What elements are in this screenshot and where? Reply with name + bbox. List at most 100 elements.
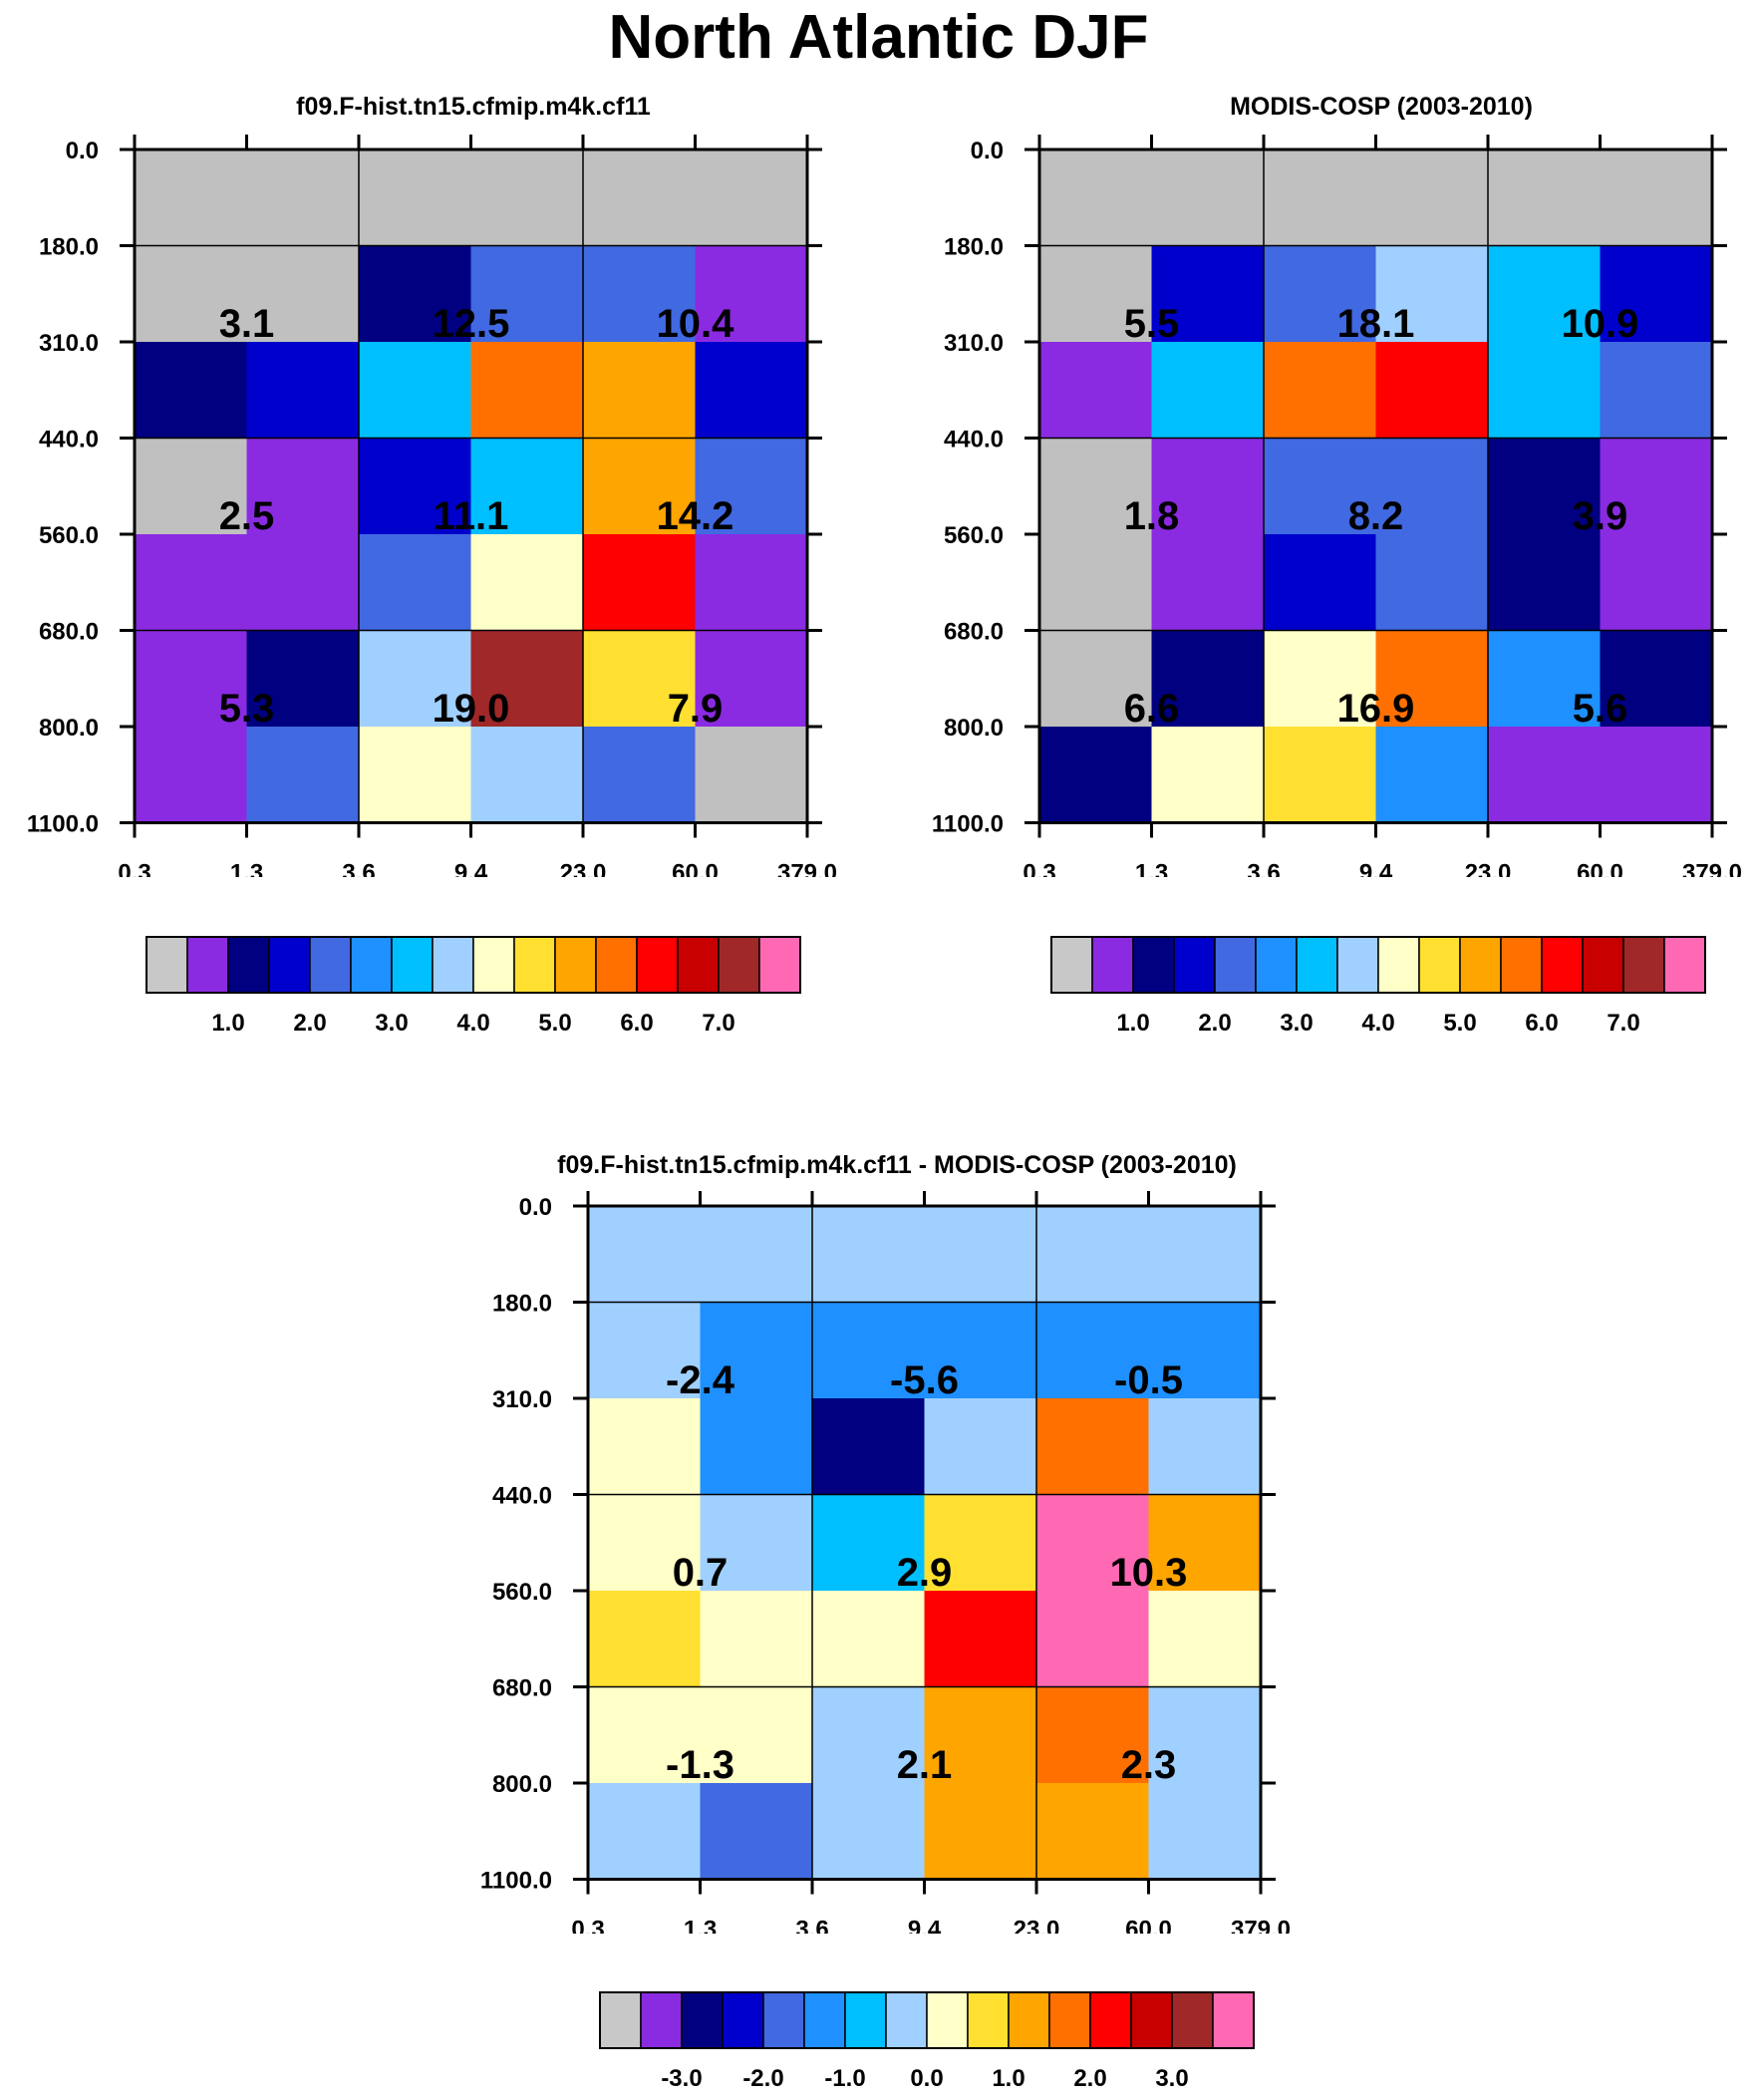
heatmap-cell	[1600, 630, 1713, 728]
heatmap-cell	[1036, 1494, 1149, 1592]
colorbar-label: -2.0	[742, 2065, 783, 2092]
heatmap-cell	[924, 1591, 1037, 1687]
y-tick-label: 0.0	[66, 138, 99, 164]
heatmap-cell	[695, 534, 808, 631]
heatmap-cell	[1036, 1398, 1149, 1495]
colorbar-label: 3.0	[375, 1010, 408, 1037]
colorbar-swatch	[1214, 936, 1257, 994]
heatmap-cell	[135, 438, 247, 535]
colorbar-swatch	[472, 936, 515, 994]
colorbar-swatch	[146, 936, 188, 994]
colorbar-swatch	[677, 936, 720, 994]
x-tick-label: 1.3	[230, 860, 263, 878]
colorbar-svg: 1.0 2.0 3.0 4.0 5.0 6.0 7.0	[1050, 936, 1706, 1037]
box-value-label: 5.5	[1124, 302, 1180, 346]
colorbar-diff: -3.0 -2.0 -1.0 0.0 1.0 2.0 3.0	[598, 1990, 1256, 2100]
box-value-label: 12.5	[433, 302, 510, 346]
panel-2-title: MODIS-COSP (2003-2010)	[1230, 93, 1533, 121]
box-value-label: -2.4	[666, 1358, 735, 1402]
box-value-label: 10.4	[657, 302, 735, 346]
heatmap-cell	[924, 1206, 1037, 1303]
heatmap-cell	[1151, 245, 1265, 343]
colorbar-swatch	[1212, 1991, 1255, 2049]
heatmap-cell	[135, 534, 247, 631]
y-tick-label: 180.0	[39, 234, 99, 261]
x-tick-label: 9.4	[454, 860, 488, 878]
heatmap-cell	[359, 630, 471, 728]
heatmap-cell	[1036, 1591, 1149, 1687]
y-tick-label: 680.0	[944, 619, 1004, 646]
colorbar-swatch	[681, 1991, 724, 2049]
heatmap-cell	[588, 1494, 701, 1592]
colorbar-swatch	[350, 936, 393, 994]
y-tick-label: 560.0	[39, 522, 99, 549]
heatmap-cell	[359, 727, 471, 823]
heatmap-cell	[1151, 727, 1265, 823]
colorbar-swatch	[554, 936, 597, 994]
x-tick-label: 60.0	[1125, 1917, 1172, 1935]
heatmap-cell	[1148, 1206, 1262, 1303]
x-tick-label: 1.3	[1135, 860, 1168, 878]
heatmap-cell	[588, 1783, 701, 1880]
colorbar-swatch	[1089, 1991, 1132, 2049]
heatmap-cell	[246, 534, 360, 631]
colorbar-label: 6.0	[1525, 1010, 1558, 1037]
y-tick-label: 1100.0	[932, 811, 1004, 838]
colorbar-swatch	[1091, 936, 1134, 994]
x-tick-label: 9.4	[908, 1917, 942, 1935]
box-value-label: 7.9	[668, 687, 724, 731]
heatmap-cell	[812, 1206, 925, 1303]
heatmap-cell	[588, 1302, 701, 1399]
heatmap-cell	[1600, 438, 1713, 535]
heatmap-cell	[470, 150, 584, 246]
heatmap-svg: 0.0 180.0 310.0 440.0 560.0 680.0 800.0 1100.0 0…	[480, 1191, 1291, 1935]
heatmap-cell	[583, 534, 696, 631]
heatmap-cell	[1375, 534, 1489, 631]
heatmap-cell	[583, 245, 696, 343]
heatmap-cell	[135, 245, 247, 343]
colorbar-label: 3.0	[1280, 1010, 1313, 1037]
heatmap-cell	[1151, 150, 1265, 246]
colorbar-swatch	[186, 936, 229, 994]
heatmap-cell	[924, 1398, 1037, 1495]
colorbar-swatch	[967, 1991, 1010, 2049]
colorbar-swatch	[1173, 936, 1216, 994]
panel-1-title: f09.F-hist.tn15.cfmip.m4k.cf11	[296, 93, 651, 121]
x-tick-label: 0.3	[1023, 860, 1055, 878]
colorbar-model: 1.0 2.0 3.0 4.0 5.0 6.0 7.0	[145, 935, 802, 1045]
box-value-label: 16.9	[1337, 687, 1415, 731]
colorbar-swatch	[885, 1991, 928, 2049]
box-value-label: 2.1	[897, 1743, 953, 1787]
heatmap-cell	[1264, 727, 1376, 823]
y-tick-label: 0.0	[971, 138, 1004, 164]
box-value-label: 6.6	[1124, 687, 1180, 731]
colorbar-swatch	[268, 936, 311, 994]
heatmap-cell	[700, 1686, 813, 1784]
heatmap-cell	[1488, 342, 1601, 439]
heatmap-cell	[135, 342, 247, 439]
colorbar-swatch	[391, 936, 434, 994]
heatmap-cell	[1600, 150, 1713, 246]
heatmap-cell	[246, 245, 360, 343]
heatmap-cell	[359, 438, 471, 535]
heatmap-cell	[470, 342, 584, 439]
heatmap-cell	[1264, 245, 1376, 343]
box-value-label: 10.3	[1110, 1551, 1188, 1595]
colorbar-label: 2.0	[1073, 2065, 1106, 2092]
colorbar-swatch	[1130, 1991, 1173, 2049]
y-tick-label: 560.0	[944, 522, 1004, 549]
heatmap-cell	[246, 150, 360, 246]
heatmap-cell	[1036, 1302, 1149, 1399]
heatmap-cell	[924, 1302, 1037, 1399]
y-tick-label: 680.0	[492, 1675, 552, 1702]
heatmap-cell	[1264, 342, 1376, 439]
colorbar-swatch	[762, 1991, 805, 2049]
heatmap-cell	[1039, 630, 1152, 728]
heatmap-cell	[1036, 1783, 1149, 1880]
x-tick-label: 3.6	[342, 860, 375, 878]
heatmap-cell	[246, 438, 360, 535]
colorbar-swatch	[1132, 936, 1175, 994]
y-tick-label: 1100.0	[27, 811, 99, 838]
colorbar-swatch	[1008, 1991, 1050, 2049]
y-tick-label: 180.0	[492, 1291, 552, 1318]
